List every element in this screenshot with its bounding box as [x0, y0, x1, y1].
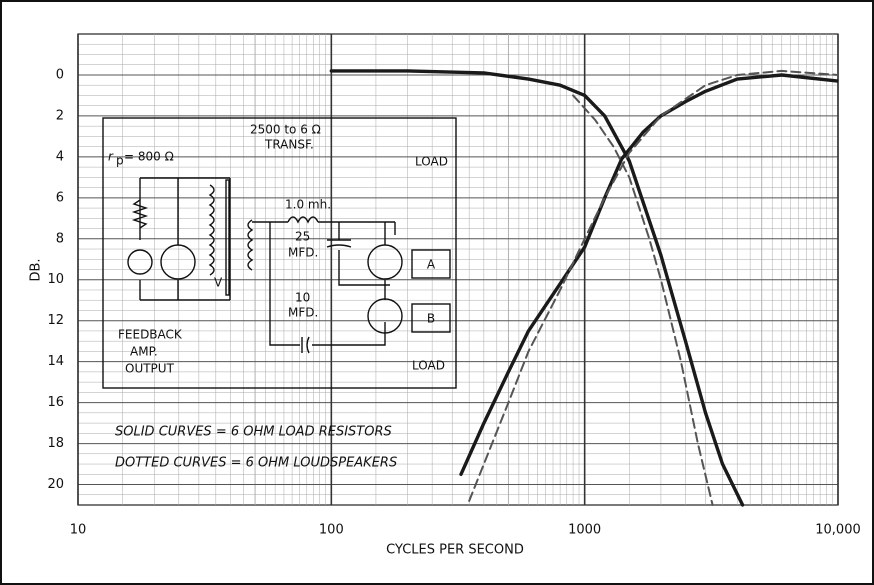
diagram-label: B	[427, 312, 435, 326]
x-axis-label: CYCLES PER SECOND	[386, 543, 524, 558]
y-tick-label: 10	[47, 272, 64, 287]
y-axis-label: DB.	[29, 258, 44, 281]
coil	[208, 184, 215, 276]
source	[127, 249, 153, 275]
diagram-label: LOAD	[412, 359, 445, 373]
line-series	[329, 69, 745, 507]
line-series	[468, 69, 838, 502]
diagram-label: MFD.	[288, 246, 318, 260]
y-tick-label: 20	[47, 477, 64, 492]
resistor	[131, 199, 149, 229]
y-tick-label: 14	[47, 354, 64, 369]
wire	[139, 177, 231, 301]
annotation: SOLID CURVES = 6 OHM LOAD RESISTORS	[115, 425, 392, 440]
diagram-label: 1.0 mh.	[285, 198, 331, 212]
diagram-label: LOAD	[415, 155, 448, 169]
annotation: DOTTED CURVES = 6 OHM LOUDSPEAKERS	[115, 456, 397, 471]
diagram-label: A	[427, 258, 436, 272]
y-tick-label: 12	[47, 313, 64, 328]
diagram-label: MFD.	[288, 306, 318, 320]
line-series	[459, 73, 838, 476]
load-box	[411, 303, 451, 333]
meter	[367, 244, 403, 280]
grid: 0 2 4 6 8 10 12 14 16 18 20 10 100 1000 10,000	[47, 33, 861, 538]
diagram-label: TRANSF.	[264, 138, 314, 152]
curves	[329, 69, 838, 507]
diagram-label: p	[116, 154, 124, 168]
diagram-label: = 800 Ω	[124, 150, 174, 164]
diagram-label: r	[108, 150, 114, 164]
diagram-label: 10	[295, 291, 310, 305]
circuit-diagram: r p = 800 Ω 2500 to 6 Ω TRANSF. 1.0 mh. …	[102, 117, 457, 389]
x-tick-label: 1000	[568, 523, 601, 538]
capacitor	[326, 239, 352, 248]
meter	[160, 244, 196, 280]
y-tick-label: 16	[47, 395, 64, 410]
core	[225, 179, 230, 296]
inset-box	[102, 117, 457, 389]
y-tick-label: 18	[47, 436, 64, 451]
y-tick-label: 0	[56, 67, 64, 82]
meter	[367, 298, 403, 334]
diagram-label: V	[214, 276, 223, 290]
diagram-label: AMP.	[130, 345, 158, 359]
load-box	[411, 249, 451, 279]
capacitor	[301, 336, 310, 354]
line-series	[572, 94, 714, 506]
inductor	[287, 216, 319, 224]
x-tick-label: 10	[70, 523, 87, 538]
x-tick-label: 10,000	[815, 523, 861, 538]
y-tick-label: 8	[56, 231, 64, 246]
coil	[247, 219, 254, 271]
diagram-label: 25	[295, 230, 310, 244]
y-tick-label: 6	[56, 190, 64, 205]
diagram-label: FEEDBACK	[118, 328, 183, 342]
y-tick-label: 4	[56, 149, 64, 164]
x-tick-label: 100	[319, 523, 344, 538]
wire	[252, 221, 396, 346]
diagram-label: 2500 to 6 Ω	[250, 123, 321, 137]
diagram-label: OUTPUT	[125, 362, 175, 376]
y-tick-label: 2	[56, 108, 64, 123]
